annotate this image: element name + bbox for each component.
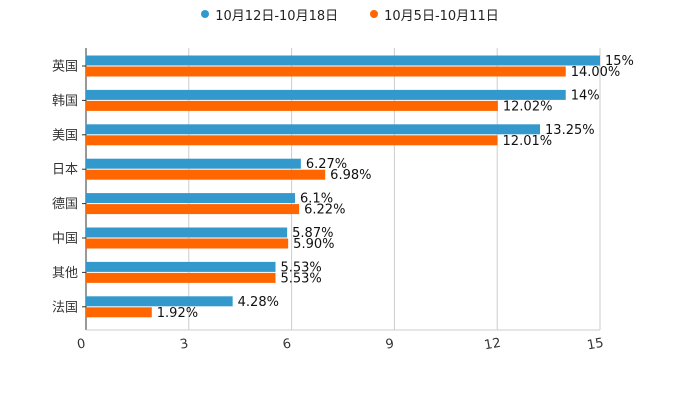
data-label: 5.90% xyxy=(293,237,334,252)
bar-previous-week xyxy=(86,100,498,111)
bar-previous-week xyxy=(86,307,152,318)
category-label: 英国 xyxy=(52,60,78,75)
category-label: 中国 xyxy=(52,232,78,247)
data-label: 14% xyxy=(571,88,600,103)
bar-current-week xyxy=(86,89,566,100)
legend-swatch-series-1 xyxy=(201,10,210,18)
bar-current-week xyxy=(86,124,541,135)
bar-previous-week xyxy=(86,238,289,249)
data-label: 12.02% xyxy=(503,99,553,114)
legend-item-series-1[interactable]: 10月12日-10月18日 xyxy=(201,4,338,24)
bar-current-week xyxy=(86,55,600,66)
x-tick-label: 12 xyxy=(483,336,502,354)
legend-label-series-1: 10月12日-10月18日 xyxy=(215,8,339,24)
legend: 10月12日-10月18日 10月5日-10月11日 xyxy=(0,4,700,24)
x-tick-label: 0 xyxy=(76,336,87,352)
data-label: 6.1% xyxy=(300,192,333,207)
x-tick-label: 9 xyxy=(384,336,395,352)
data-label: 13.25% xyxy=(545,123,595,138)
data-label: 5.53% xyxy=(280,271,321,286)
bar-previous-week xyxy=(86,272,276,283)
bar-previous-week xyxy=(86,66,566,77)
data-label: 5.87% xyxy=(292,226,333,241)
bar-previous-week xyxy=(86,169,326,180)
category-label: 德国 xyxy=(52,197,78,212)
data-label: 4.28% xyxy=(238,295,279,310)
data-label: 1.92% xyxy=(157,306,198,321)
category-label: 法国 xyxy=(52,300,78,315)
data-label: 5.53% xyxy=(280,260,321,275)
data-label: 6.22% xyxy=(304,203,345,218)
bar-previous-week xyxy=(86,135,498,146)
data-label: 14.00% xyxy=(571,65,621,80)
x-tick-label: 3 xyxy=(179,336,190,352)
bar-current-week xyxy=(86,261,276,272)
x-tick-label: 6 xyxy=(282,336,293,352)
legend-item-series-2[interactable]: 10月5日-10月11日 xyxy=(370,4,499,24)
data-label: 15% xyxy=(605,54,634,69)
bar-current-week xyxy=(86,296,233,307)
data-label: 6.98% xyxy=(330,168,371,183)
category-label: 其他 xyxy=(52,266,78,281)
data-label: 12.01% xyxy=(503,134,553,149)
legend-swatch-series-2 xyxy=(370,10,379,18)
bar-previous-week xyxy=(86,204,300,215)
data-label: 6.27% xyxy=(306,157,347,172)
category-label: 美国 xyxy=(52,128,78,143)
category-label: 韩国 xyxy=(52,94,78,109)
x-tick-label: 15 xyxy=(586,336,605,354)
legend-label-series-2: 10月5日-10月11日 xyxy=(384,8,499,24)
category-label: 日本 xyxy=(52,163,78,178)
bar-current-week xyxy=(86,158,301,169)
bar-current-week xyxy=(86,227,288,238)
bar-current-week xyxy=(86,193,296,204)
